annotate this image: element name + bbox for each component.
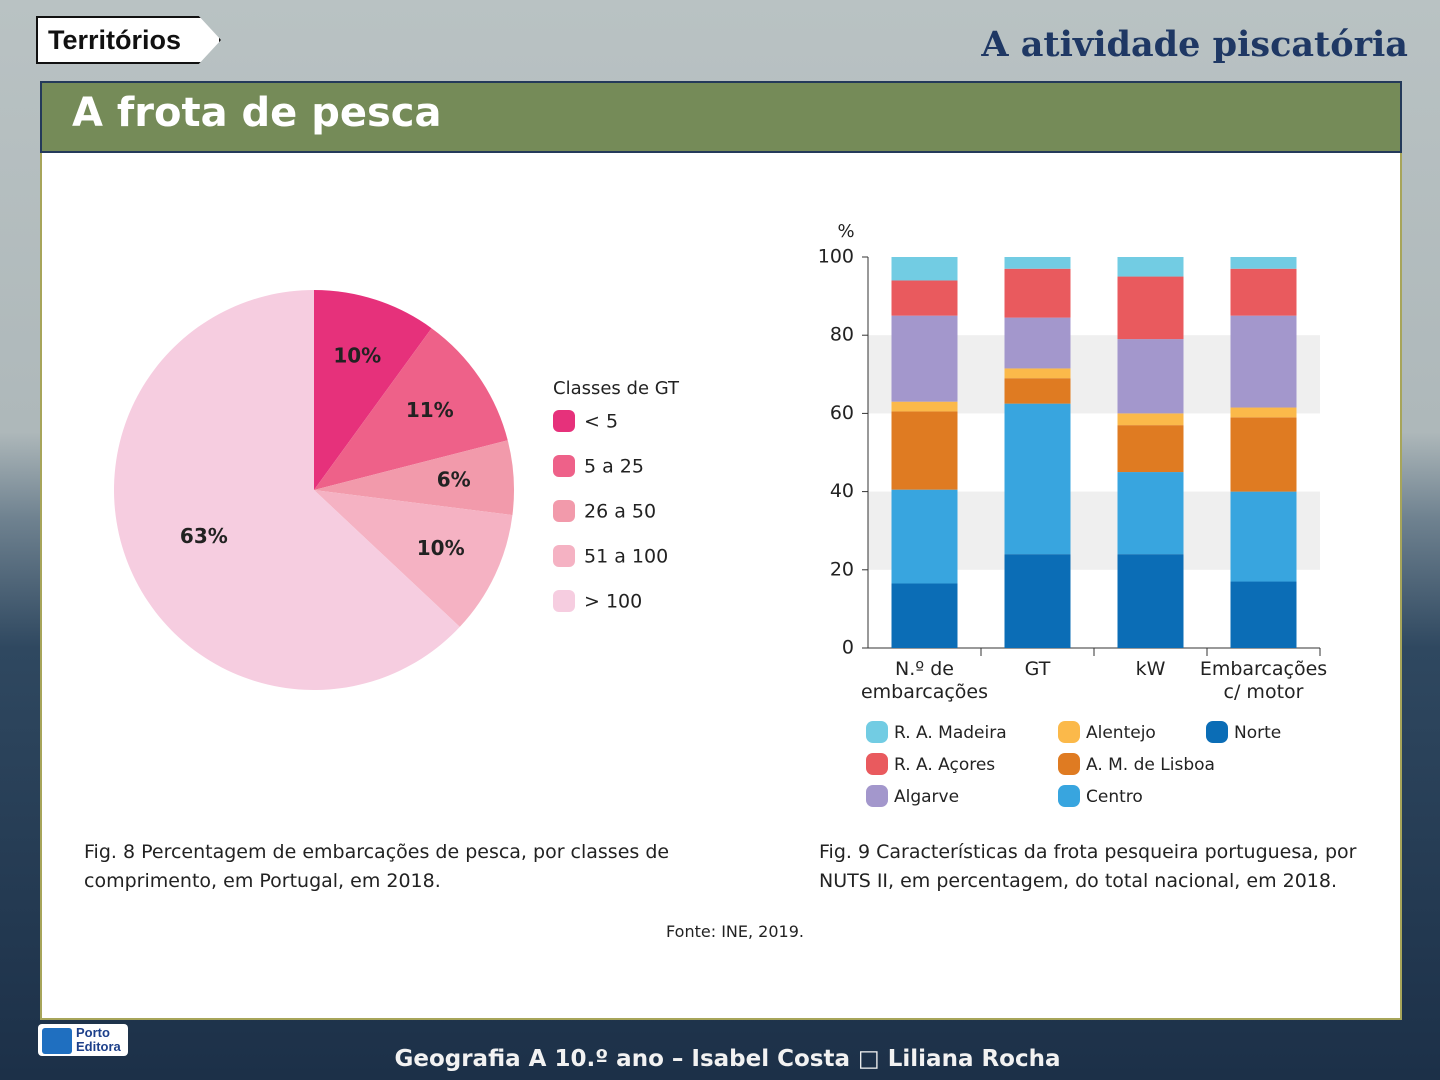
legend-swatch [553,500,575,522]
footer: Geografia A 10.º ano – Isabel Costa □ Li… [394,1046,1061,1072]
y-tick-label: 0 [842,637,854,659]
data-label: 63% [180,524,228,548]
caption: Fig. 8 Percentagem de embarcações de pes… [84,841,670,892]
legend-label: 26 a 50 [584,501,656,523]
bar-segment [1004,368,1071,379]
legend-swatch [553,410,575,432]
x-tick-label: kW [1136,658,1166,680]
legend-label: 51 a 100 [584,546,668,568]
publisher-icon [42,1028,72,1054]
legend-swatch [553,545,575,567]
logo: Territórios [36,16,222,64]
bar-segment [1117,425,1184,473]
legend-swatch [1206,721,1228,743]
section-title: A frota de pesca [72,90,442,136]
legend-label: Algarve [894,787,959,807]
bar-segment [1117,472,1184,555]
legend-swatch [1058,721,1080,743]
x-tick-label: N.º de embarcações [861,658,988,703]
data-label: 10% [333,343,381,367]
bar-segment [1230,315,1297,408]
pie-slice [314,490,513,627]
bar-segment [891,411,958,490]
source: Fonte: INE, 2019. [666,922,804,941]
legend-title: Classes de GT [553,378,680,399]
bar-segment [1117,276,1184,340]
bar-segment [891,489,958,584]
legend-label: > 100 [584,591,642,613]
y-tick-label: 60 [830,402,854,424]
data-label: 11% [406,398,454,422]
x-tick-label: Embarcações c/ motor [1200,658,1327,703]
bar-segment [1117,413,1184,426]
bar-segment [1004,403,1071,555]
bar-segment [891,315,958,402]
pie-slice [314,290,432,490]
bar-segment [1230,491,1297,582]
bar-segment [1230,407,1297,418]
bar-segment [1230,268,1297,316]
y-axis-label: % [837,221,854,242]
bar-segment [1117,339,1184,414]
bar-segment [1004,554,1071,648]
legend-swatch [866,753,888,775]
bar-segment [1230,417,1297,492]
legend-swatch [1058,753,1080,775]
data-label: 6% [437,468,471,492]
y-tick-label: 20 [830,558,854,580]
bar-segment [1004,378,1071,404]
bar-segment [891,257,958,281]
header-title: A atividade piscatória [981,24,1408,65]
legend-label: Alentejo [1086,723,1156,743]
bar-segment [1004,317,1071,369]
x-tick-label: GT [1025,658,1051,680]
data-label: 10% [417,536,465,560]
legend-label: Norte [1234,723,1281,743]
legend-label: A. M. de Lisboa [1086,755,1215,775]
bar-segment [1230,257,1297,269]
pie-slice [113,290,460,690]
legend-label: R. A. Açores [894,755,995,775]
pie-slice [314,440,514,516]
caption: Fig. 9 Características da frota pesqueir… [819,841,1357,892]
bar-segment [1004,257,1071,269]
legend-swatch [553,590,575,612]
bar-segment [1117,257,1184,277]
y-tick-label: 80 [830,324,854,346]
legend-swatch [866,785,888,807]
y-tick-label: 40 [830,480,854,502]
legend-label: R. A. Madeira [894,723,1007,743]
legend-label: Centro [1086,787,1143,807]
bar-segment [1004,268,1071,318]
y-tick-label: 100 [818,246,854,268]
bar-segment [1117,554,1184,648]
pie-slice [314,328,508,490]
bar-segment [1230,581,1297,648]
bar-segment [891,583,958,648]
legend-label: 5 a 25 [584,456,644,478]
bar-segment [891,280,958,316]
legend-label: < 5 [584,411,618,433]
legend-swatch [1058,785,1080,807]
legend-swatch [553,455,575,477]
title-bar [40,81,1402,153]
bar-segment [891,401,958,412]
legend-swatch [866,721,888,743]
